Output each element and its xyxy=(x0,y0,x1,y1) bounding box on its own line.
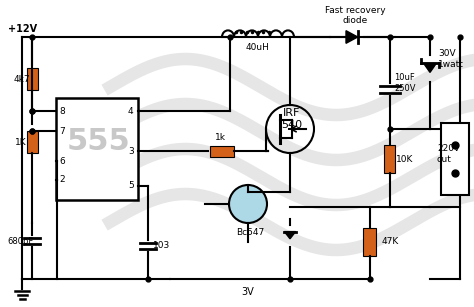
Bar xyxy=(384,145,395,173)
Text: 220v
out: 220v out xyxy=(437,144,459,164)
Text: 3V: 3V xyxy=(242,287,255,297)
Bar xyxy=(27,131,37,153)
Text: Fast recovery
diode: Fast recovery diode xyxy=(325,6,385,25)
Text: 3: 3 xyxy=(128,146,134,156)
Polygon shape xyxy=(284,231,296,239)
Bar xyxy=(210,146,234,157)
Text: 40uH: 40uH xyxy=(246,43,270,52)
Text: 8: 8 xyxy=(59,107,65,115)
Circle shape xyxy=(229,185,267,223)
Bar xyxy=(364,228,376,256)
Text: 47K: 47K xyxy=(382,238,399,247)
Polygon shape xyxy=(346,31,358,43)
Text: 1K: 1K xyxy=(15,138,27,146)
Text: 680pF: 680pF xyxy=(7,236,33,246)
Text: IRF
540: IRF 540 xyxy=(282,108,302,130)
Bar xyxy=(441,123,469,195)
Text: 1k: 1k xyxy=(215,133,226,142)
Polygon shape xyxy=(424,64,436,72)
Text: 10K: 10K xyxy=(396,154,413,164)
Bar xyxy=(27,68,37,90)
Text: 103: 103 xyxy=(153,242,170,251)
Bar xyxy=(56,98,138,200)
Text: 6: 6 xyxy=(59,157,65,165)
Text: 10uF
250V: 10uF 250V xyxy=(394,73,416,93)
Text: 555: 555 xyxy=(66,126,130,156)
Text: 4: 4 xyxy=(128,107,134,115)
Text: 2: 2 xyxy=(59,176,64,185)
Text: 7: 7 xyxy=(59,126,65,135)
Text: 4k7: 4k7 xyxy=(14,75,31,84)
Text: 30V
1watt: 30V 1watt xyxy=(438,49,464,69)
Text: 5: 5 xyxy=(128,181,134,191)
Text: Bc547: Bc547 xyxy=(236,228,264,237)
Text: +12V: +12V xyxy=(8,24,37,34)
